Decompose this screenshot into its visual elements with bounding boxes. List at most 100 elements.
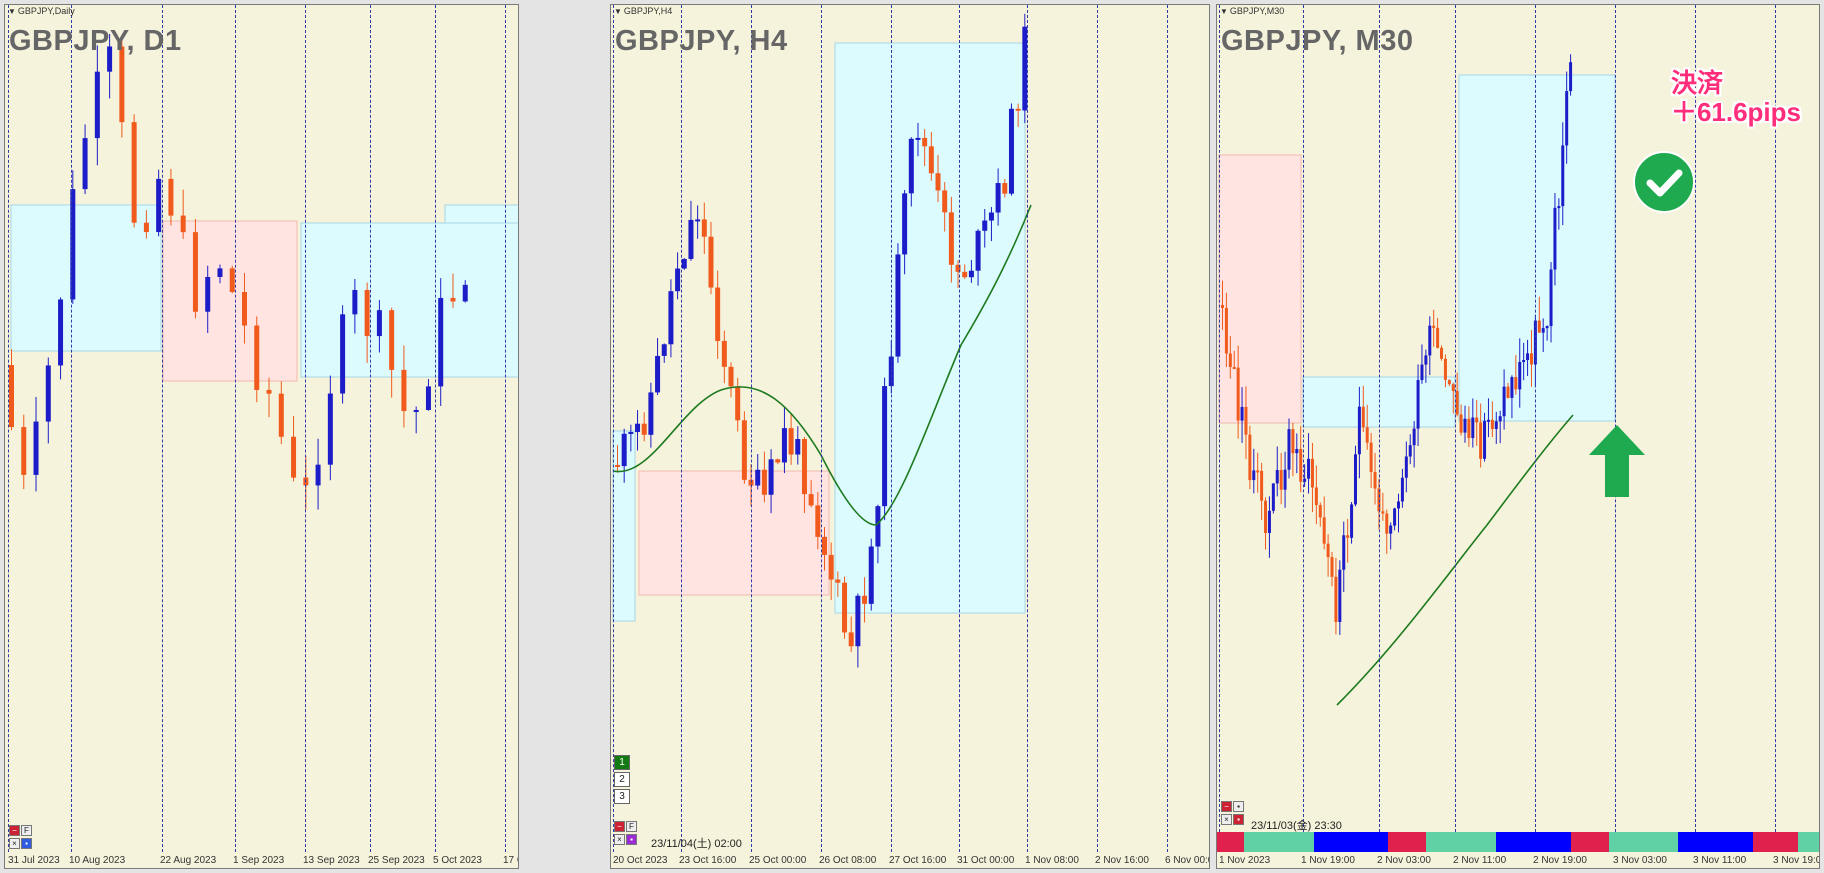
candle-body — [1443, 358, 1447, 380]
restore-button[interactable]: ▪ — [1233, 801, 1244, 812]
candle-body — [1506, 386, 1510, 398]
symbol-label: GBPJPY, M30 — [1221, 25, 1414, 57]
time-label: 13 Sep 2023 — [303, 855, 360, 866]
candle-body — [675, 268, 681, 292]
time-label: 2 Nov 11:00 — [1453, 855, 1507, 866]
time-label: 2 Nov 16:00 — [1095, 855, 1149, 866]
time-axis: 20 Oct 2023 23 Oct 16:00 25 Oct 00:00 26 Oc… — [611, 852, 1209, 868]
candle-body — [327, 393, 333, 465]
candle-body — [1275, 470, 1279, 484]
chart-panel-h4[interactable]: ▼ GBPJPY,H4 GBPJPY, H4 1 2 3 − F × ▪ 23/1… — [610, 4, 1210, 869]
square-button[interactable]: ▪ — [626, 834, 637, 845]
symbol-label: GBPJPY, D1 — [9, 25, 182, 57]
grid-line — [8, 5, 9, 852]
chart-number-button-2[interactable]: 2 — [614, 772, 630, 787]
close-button[interactable]: × — [1221, 814, 1232, 825]
chart-panel-d1[interactable]: ▼ GBPJPY,Daily GBPJPY, D1 − F × ▪ 31 Jul … — [4, 4, 519, 869]
price-chart-m30[interactable] — [1217, 5, 1820, 869]
candle-body — [1236, 367, 1240, 421]
checkmark-icon — [1633, 151, 1695, 213]
time-label: 1 Nov 08:00 — [1025, 855, 1079, 866]
settlement-label: 決済 — [1670, 68, 1723, 98]
f-button[interactable]: F — [21, 825, 32, 836]
candle-body — [401, 369, 407, 412]
candle-body — [1385, 513, 1389, 534]
candle-body — [1248, 434, 1252, 481]
grid-line — [1303, 5, 1304, 852]
candle-body — [1264, 500, 1268, 533]
candle-body — [1436, 327, 1440, 348]
window-title: ▼ GBPJPY,H4 — [614, 6, 672, 16]
candle-body — [788, 428, 794, 455]
dropdown-icon[interactable]: ▼ — [1220, 7, 1228, 16]
candle-body — [82, 138, 88, 190]
candle-body — [1346, 535, 1350, 538]
candle-body — [935, 173, 941, 191]
window-title-text: GBPJPY,H4 — [623, 6, 673, 16]
candle-body — [450, 297, 456, 302]
candle-body — [340, 314, 346, 394]
dropdown-icon[interactable]: ▼ — [8, 7, 16, 16]
candle-body — [1373, 472, 1377, 489]
price-chart-h4[interactable] — [611, 5, 1210, 869]
candle-body — [1561, 145, 1565, 207]
chart-number-button-3[interactable]: 3 — [614, 789, 630, 804]
grid-line — [1695, 5, 1696, 852]
candle-body — [364, 290, 370, 337]
candle-body — [1279, 470, 1283, 490]
candle-body — [1353, 454, 1357, 505]
candle-body — [1260, 470, 1264, 501]
price-chart-d1[interactable] — [5, 5, 519, 869]
chart-number-button-1[interactable]: 1 — [614, 755, 630, 770]
candle-body — [1381, 511, 1385, 514]
sell-zone — [162, 220, 298, 382]
candle-body — [1334, 576, 1338, 622]
minimize-button[interactable]: − — [1221, 801, 1232, 812]
candle-body — [119, 46, 125, 123]
candle-body — [352, 290, 358, 315]
candle-body — [1244, 406, 1248, 435]
candle-body — [1510, 377, 1514, 398]
candle-body — [9, 365, 14, 428]
candle-body — [462, 284, 468, 302]
candle-body — [1228, 353, 1232, 368]
dropdown-icon[interactable]: ▼ — [614, 7, 622, 16]
time-label: 22 Aug 2023 — [160, 855, 217, 866]
close-button[interactable]: × — [614, 834, 625, 845]
candle-body — [1342, 535, 1346, 570]
candle-body — [315, 464, 321, 486]
candle-body — [1479, 422, 1483, 459]
candle-body — [242, 292, 247, 326]
candle-body — [1224, 307, 1228, 354]
candle-body — [278, 393, 284, 437]
candle-body — [915, 137, 921, 140]
grid-line — [751, 5, 752, 852]
square-button[interactable]: ▪ — [1233, 814, 1244, 825]
candle-body — [808, 494, 814, 506]
f-button[interactable]: F — [626, 821, 637, 832]
candle-body — [1256, 470, 1260, 473]
moving-average-line — [612, 204, 1032, 526]
time-label: 6 Nov 00:00 — [1165, 855, 1209, 866]
minimize-button[interactable]: − — [614, 821, 625, 832]
moving-average-line — [1336, 414, 1574, 706]
candle-body — [131, 122, 137, 223]
close-button[interactable]: × — [9, 838, 20, 849]
grid-line — [821, 5, 822, 852]
buy-zone — [10, 204, 162, 352]
candle-body — [795, 439, 801, 455]
buy-zone — [300, 222, 518, 378]
grid-line — [1027, 5, 1028, 852]
buy-zone — [444, 204, 518, 224]
square-button[interactable]: ▪ — [21, 838, 32, 849]
candle-body — [389, 310, 395, 370]
candle-body — [1369, 442, 1373, 473]
candle-body — [701, 219, 707, 237]
candle-body — [628, 431, 634, 434]
candle-body — [1338, 569, 1342, 622]
minimize-button[interactable]: − — [9, 825, 20, 836]
chart-panel-m30[interactable]: ▼ GBPJPY,M30 GBPJPY, M30 決済 ＋61.6pips − ▪… — [1216, 4, 1820, 869]
candle-body — [1518, 361, 1522, 390]
candle-body — [425, 386, 431, 410]
candle-body — [621, 433, 627, 467]
